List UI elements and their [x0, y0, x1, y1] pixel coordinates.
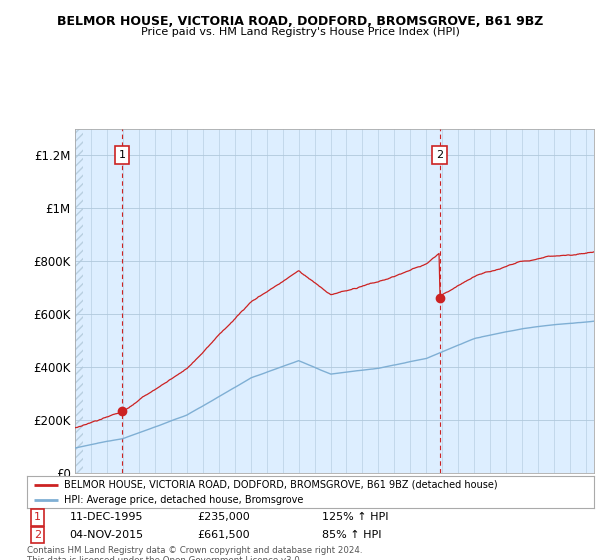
- Text: 1: 1: [118, 150, 125, 160]
- Text: 11-DEC-1995: 11-DEC-1995: [70, 512, 143, 522]
- Text: 125% ↑ HPI: 125% ↑ HPI: [322, 512, 388, 522]
- Text: 04-NOV-2015: 04-NOV-2015: [70, 530, 143, 540]
- Text: HPI: Average price, detached house, Bromsgrove: HPI: Average price, detached house, Brom…: [64, 494, 303, 505]
- Text: Price paid vs. HM Land Registry's House Price Index (HPI): Price paid vs. HM Land Registry's House …: [140, 27, 460, 37]
- Text: 2: 2: [436, 150, 443, 160]
- Text: BELMOR HOUSE, VICTORIA ROAD, DODFORD, BROMSGROVE, B61 9BZ: BELMOR HOUSE, VICTORIA ROAD, DODFORD, BR…: [57, 15, 543, 28]
- Text: £661,500: £661,500: [197, 530, 250, 540]
- Text: £235,000: £235,000: [197, 512, 250, 522]
- Text: 2: 2: [34, 530, 41, 540]
- Text: BELMOR HOUSE, VICTORIA ROAD, DODFORD, BROMSGROVE, B61 9BZ (detached house): BELMOR HOUSE, VICTORIA ROAD, DODFORD, BR…: [64, 480, 497, 490]
- Text: Contains HM Land Registry data © Crown copyright and database right 2024.
This d: Contains HM Land Registry data © Crown c…: [27, 546, 362, 560]
- Text: 85% ↑ HPI: 85% ↑ HPI: [322, 530, 382, 540]
- Text: 1: 1: [34, 512, 41, 522]
